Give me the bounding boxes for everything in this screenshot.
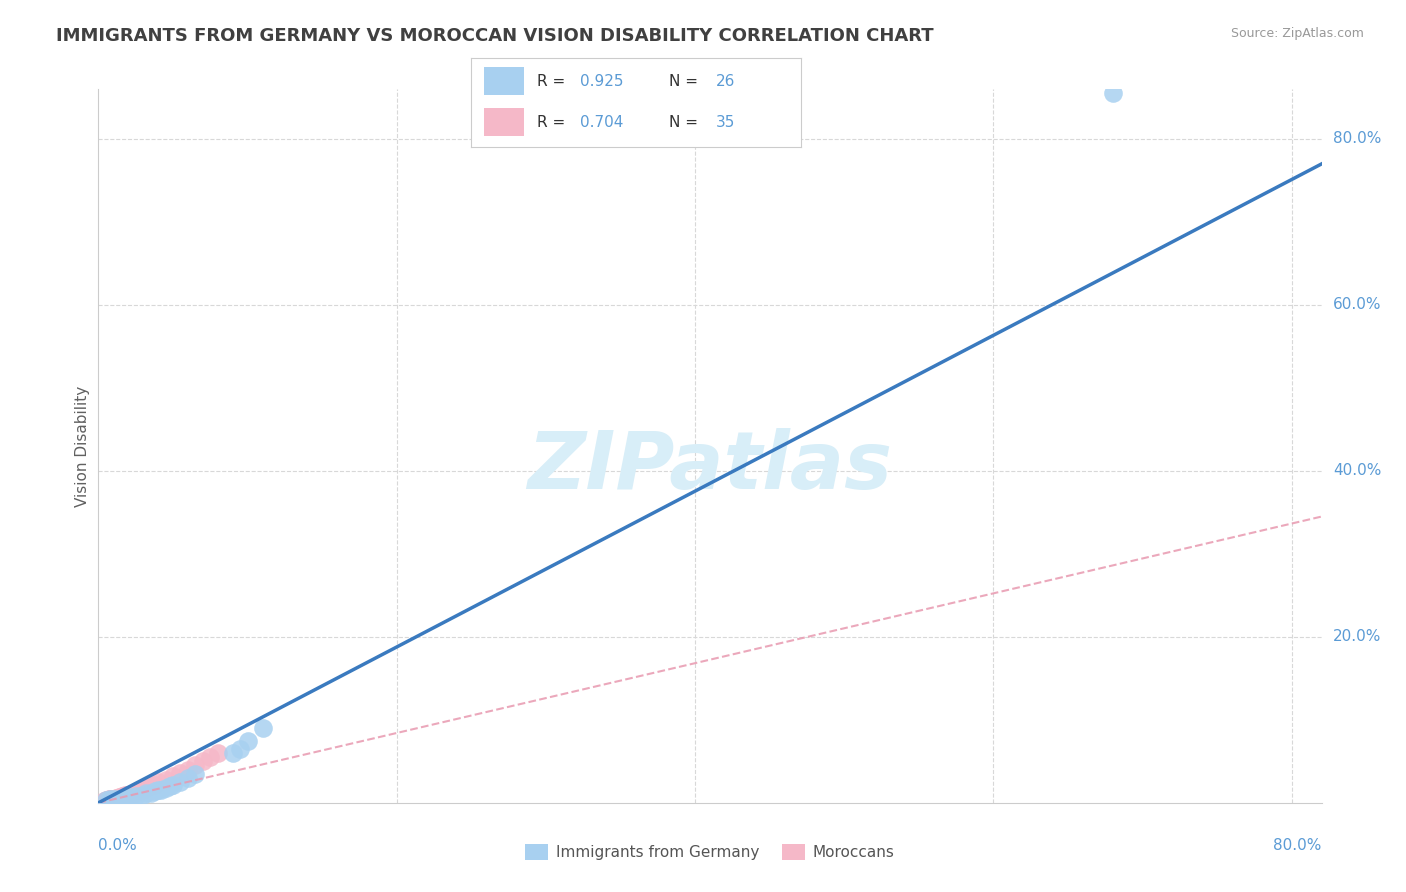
Text: 60.0%: 60.0%	[1333, 297, 1381, 312]
Point	[184, 758, 207, 772]
Point	[236, 733, 259, 747]
Point	[135, 780, 157, 795]
Text: 0.925: 0.925	[581, 74, 623, 88]
Point	[125, 789, 148, 804]
Point	[93, 794, 115, 808]
Point	[98, 792, 121, 806]
Point	[252, 721, 274, 735]
Point	[121, 787, 143, 801]
Point	[1101, 87, 1123, 101]
Text: IMMIGRANTS FROM GERMANY VS MOROCCAN VISION DISABILITY CORRELATION CHART: IMMIGRANTS FROM GERMANY VS MOROCCAN VISI…	[56, 27, 934, 45]
Point	[155, 772, 177, 787]
Point	[120, 789, 142, 804]
Point	[110, 791, 132, 805]
Point	[162, 769, 184, 783]
Point	[150, 782, 173, 797]
Point	[125, 785, 148, 799]
Text: R =: R =	[537, 74, 571, 88]
Point	[159, 779, 181, 793]
Point	[177, 763, 200, 777]
Point	[104, 791, 127, 805]
Point	[111, 789, 134, 804]
Point	[94, 793, 117, 807]
Point	[143, 778, 166, 792]
Point	[101, 792, 124, 806]
Text: N =: N =	[669, 115, 703, 129]
Point	[229, 742, 252, 756]
Point	[120, 787, 142, 801]
Point	[139, 786, 162, 800]
Point	[139, 779, 162, 793]
Point	[132, 782, 155, 797]
Text: ZIPatlas: ZIPatlas	[527, 428, 893, 507]
Point	[107, 790, 129, 805]
Point	[132, 788, 155, 802]
Y-axis label: Vision Disability: Vision Disability	[75, 385, 90, 507]
Point	[191, 754, 214, 768]
Point	[112, 789, 135, 804]
Point	[146, 775, 169, 789]
Point	[207, 746, 229, 760]
Point	[110, 789, 132, 804]
Text: 20.0%: 20.0%	[1333, 630, 1381, 644]
Text: 80.0%: 80.0%	[1274, 838, 1322, 854]
Point	[117, 788, 139, 802]
Point	[117, 790, 139, 805]
Text: Source: ZipAtlas.com: Source: ZipAtlas.com	[1230, 27, 1364, 40]
Point	[103, 791, 125, 805]
Text: 35: 35	[716, 115, 735, 129]
Text: N =: N =	[669, 74, 703, 88]
Point	[162, 778, 184, 792]
Text: 80.0%: 80.0%	[1333, 131, 1381, 146]
Text: R =: R =	[537, 115, 571, 129]
Point	[200, 750, 222, 764]
Bar	[484, 108, 524, 136]
Point	[97, 792, 120, 806]
Point	[169, 766, 191, 780]
Point	[143, 784, 166, 798]
Point	[221, 746, 243, 760]
Point	[105, 790, 128, 805]
Text: 0.0%: 0.0%	[98, 838, 138, 854]
Point	[135, 786, 157, 800]
Point	[108, 789, 131, 804]
Point	[98, 792, 121, 806]
Point	[155, 780, 177, 795]
Text: 26: 26	[716, 74, 735, 88]
Point	[114, 790, 136, 805]
Point	[169, 775, 191, 789]
Point	[184, 766, 207, 780]
Legend: Immigrants from Germany, Moroccans: Immigrants from Germany, Moroccans	[519, 838, 901, 866]
Point	[94, 793, 117, 807]
Point	[146, 783, 169, 797]
Point	[115, 789, 138, 803]
Point	[105, 791, 128, 805]
Bar	[484, 67, 524, 95]
Text: 40.0%: 40.0%	[1333, 463, 1381, 478]
Point	[114, 789, 136, 803]
Point	[118, 788, 141, 802]
Point	[96, 793, 118, 807]
Point	[103, 792, 125, 806]
Point	[128, 784, 150, 798]
Text: 0.704: 0.704	[581, 115, 623, 129]
Point	[177, 771, 200, 785]
